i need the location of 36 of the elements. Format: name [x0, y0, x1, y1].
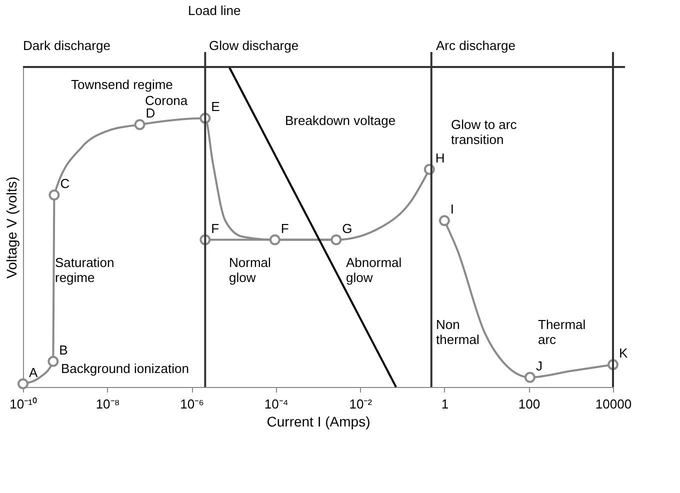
annotation: A	[29, 364, 38, 380]
annotation: Non thermal	[436, 317, 480, 347]
y-axis-title: Voltage V (volts)	[4, 176, 20, 278]
text: Load line	[188, 3, 241, 18]
annotation: K	[619, 346, 628, 361]
annotation: Normal glow	[229, 255, 272, 285]
annotation: F	[211, 220, 220, 236]
annotation: Townsend regime	[71, 77, 173, 92]
annotation: Abnormal glow	[346, 255, 402, 285]
x-tick-label: 10⁻¹⁰	[10, 396, 38, 412]
annotation: Corona	[145, 93, 188, 108]
annotation: Glow to arc transition	[451, 117, 518, 147]
x-tick-label: 100	[518, 396, 540, 412]
x-axis-title: Current I (Amps)	[266, 414, 370, 430]
annotation: B	[59, 342, 68, 358]
text: Dark discharge	[23, 38, 110, 53]
x-tick-label: 10⁻⁴	[264, 396, 288, 412]
annotation: I	[450, 202, 454, 217]
annotation: J	[536, 358, 542, 374]
text: Glow discharge	[209, 38, 299, 53]
x-tick-label: 10⁻²	[349, 396, 373, 412]
annotation: C	[60, 176, 70, 191]
annotation: E	[211, 99, 220, 114]
text: Arc discharge	[436, 38, 516, 53]
annotation: G	[342, 220, 352, 236]
x-tick-label: 10000	[595, 396, 632, 412]
annotation: F	[280, 220, 289, 236]
annotation: H	[435, 150, 445, 166]
annotation: D	[146, 106, 156, 121]
x-tick-label: 10⁻⁶	[180, 396, 204, 412]
annotation: Saturation regime	[55, 255, 114, 285]
x-tick-label: 10⁻⁸	[96, 396, 120, 412]
annotation: Breakdown voltage	[285, 113, 396, 128]
annotation: Thermal arc	[538, 317, 586, 347]
annotation: Background ionization	[61, 361, 189, 376]
x-tick-label: 1	[441, 396, 449, 412]
